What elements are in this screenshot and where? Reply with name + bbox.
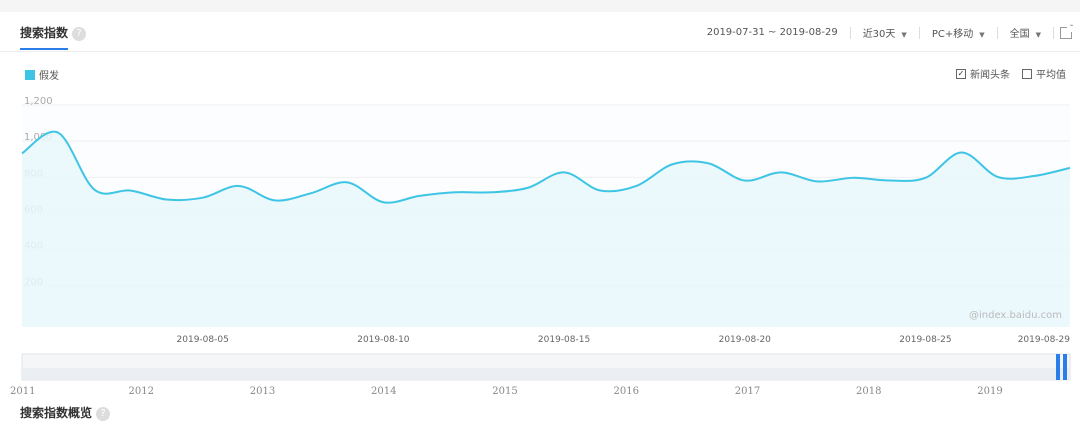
y-tick-label: 1,000: [24, 132, 53, 143]
checkbox-checked-icon: ✓: [956, 68, 966, 79]
news-label: 新闻头条: [970, 70, 1010, 81]
navigator-year-label: 2019: [977, 386, 1002, 397]
overview-title: 搜索指数概览?: [20, 404, 111, 421]
region-dropdown[interactable]: 全国 ▼: [998, 25, 1053, 40]
checkbox-icon: [1022, 68, 1032, 79]
divider: [996, 26, 998, 39]
overview-title-label: 搜索指数概览: [20, 406, 93, 420]
legend-swatch: [25, 69, 35, 80]
navigator-handle-right[interactable]: [1063, 354, 1067, 380]
navigator-mini-area: [22, 368, 1070, 380]
navigator-year-label: 2018: [856, 386, 881, 397]
x-tick-label: 2019-08-05: [177, 335, 229, 345]
x-tick-label: 2019-08-10: [357, 335, 410, 345]
legend-label: 假发: [39, 71, 59, 82]
average-checkbox[interactable]: 平均值: [1022, 66, 1066, 81]
caret-down-icon: ▼: [979, 31, 985, 39]
tab-title-label: 搜索指数: [20, 26, 69, 40]
caret-down-icon: ▼: [901, 31, 907, 39]
navigator-year-label: 2014: [371, 386, 396, 397]
chart-legend[interactable]: 假发: [25, 67, 59, 82]
tab-search-index[interactable]: 搜索指数?: [20, 24, 87, 41]
watermark: @index.baidu.com: [969, 310, 1062, 321]
chart-controls: 2019-07-31 ~ 2019-08-29 近30天 ▼ PC+移动 ▼ 全国 ▼…: [695, 23, 1074, 40]
navigator-year-label: 2013: [250, 386, 275, 397]
news-headline-checkbox[interactable]: ✓ 新闻头条: [956, 66, 1010, 81]
external-link-icon[interactable]: ↗: [1060, 23, 1074, 39]
device-label: PC+移动: [931, 29, 974, 40]
series-line: [21, 130, 1071, 204]
avg-label: 平均值: [1036, 70, 1066, 81]
navigator-year-label: 2011: [10, 386, 35, 397]
x-tick-label: 2019-08-29: [1018, 335, 1071, 345]
help-icon[interactable]: ?: [96, 407, 111, 421]
chart-options: ✓ 新闻头条 平均值: [944, 66, 1066, 81]
divider: [918, 26, 920, 39]
navigator-year-label: 2012: [129, 386, 154, 397]
region-label: 全国: [1009, 29, 1030, 40]
period-dropdown[interactable]: 近30天 ▼: [851, 25, 919, 40]
caret-down-icon: ▼: [1035, 31, 1041, 39]
navigator-year-label: 2016: [614, 386, 639, 397]
divider: [1053, 26, 1054, 39]
navigator-handle-left[interactable]: [1056, 354, 1060, 380]
device-dropdown[interactable]: PC+移动 ▼: [920, 25, 997, 40]
divider: [849, 26, 851, 39]
navigator-year-label: 2017: [735, 386, 760, 397]
x-tick-label: 2019-08-25: [899, 335, 951, 345]
navigator-year-label: 2015: [492, 386, 517, 397]
x-tick-label: 2019-08-15: [538, 335, 590, 345]
y-tick-label: 1,200: [24, 96, 53, 107]
help-icon[interactable]: ?: [72, 27, 87, 41]
date-range-picker[interactable]: 2019-07-31 ~ 2019-08-29: [706, 27, 838, 38]
period-label: 近30天: [862, 29, 896, 40]
x-tick-label: 2019-08-20: [719, 335, 772, 345]
active-tab-indicator: [20, 48, 68, 50]
card-header: 搜索指数? 2019-07-31 ~ 2019-08-29 近30天 ▼ PC+移…: [0, 12, 1080, 52]
